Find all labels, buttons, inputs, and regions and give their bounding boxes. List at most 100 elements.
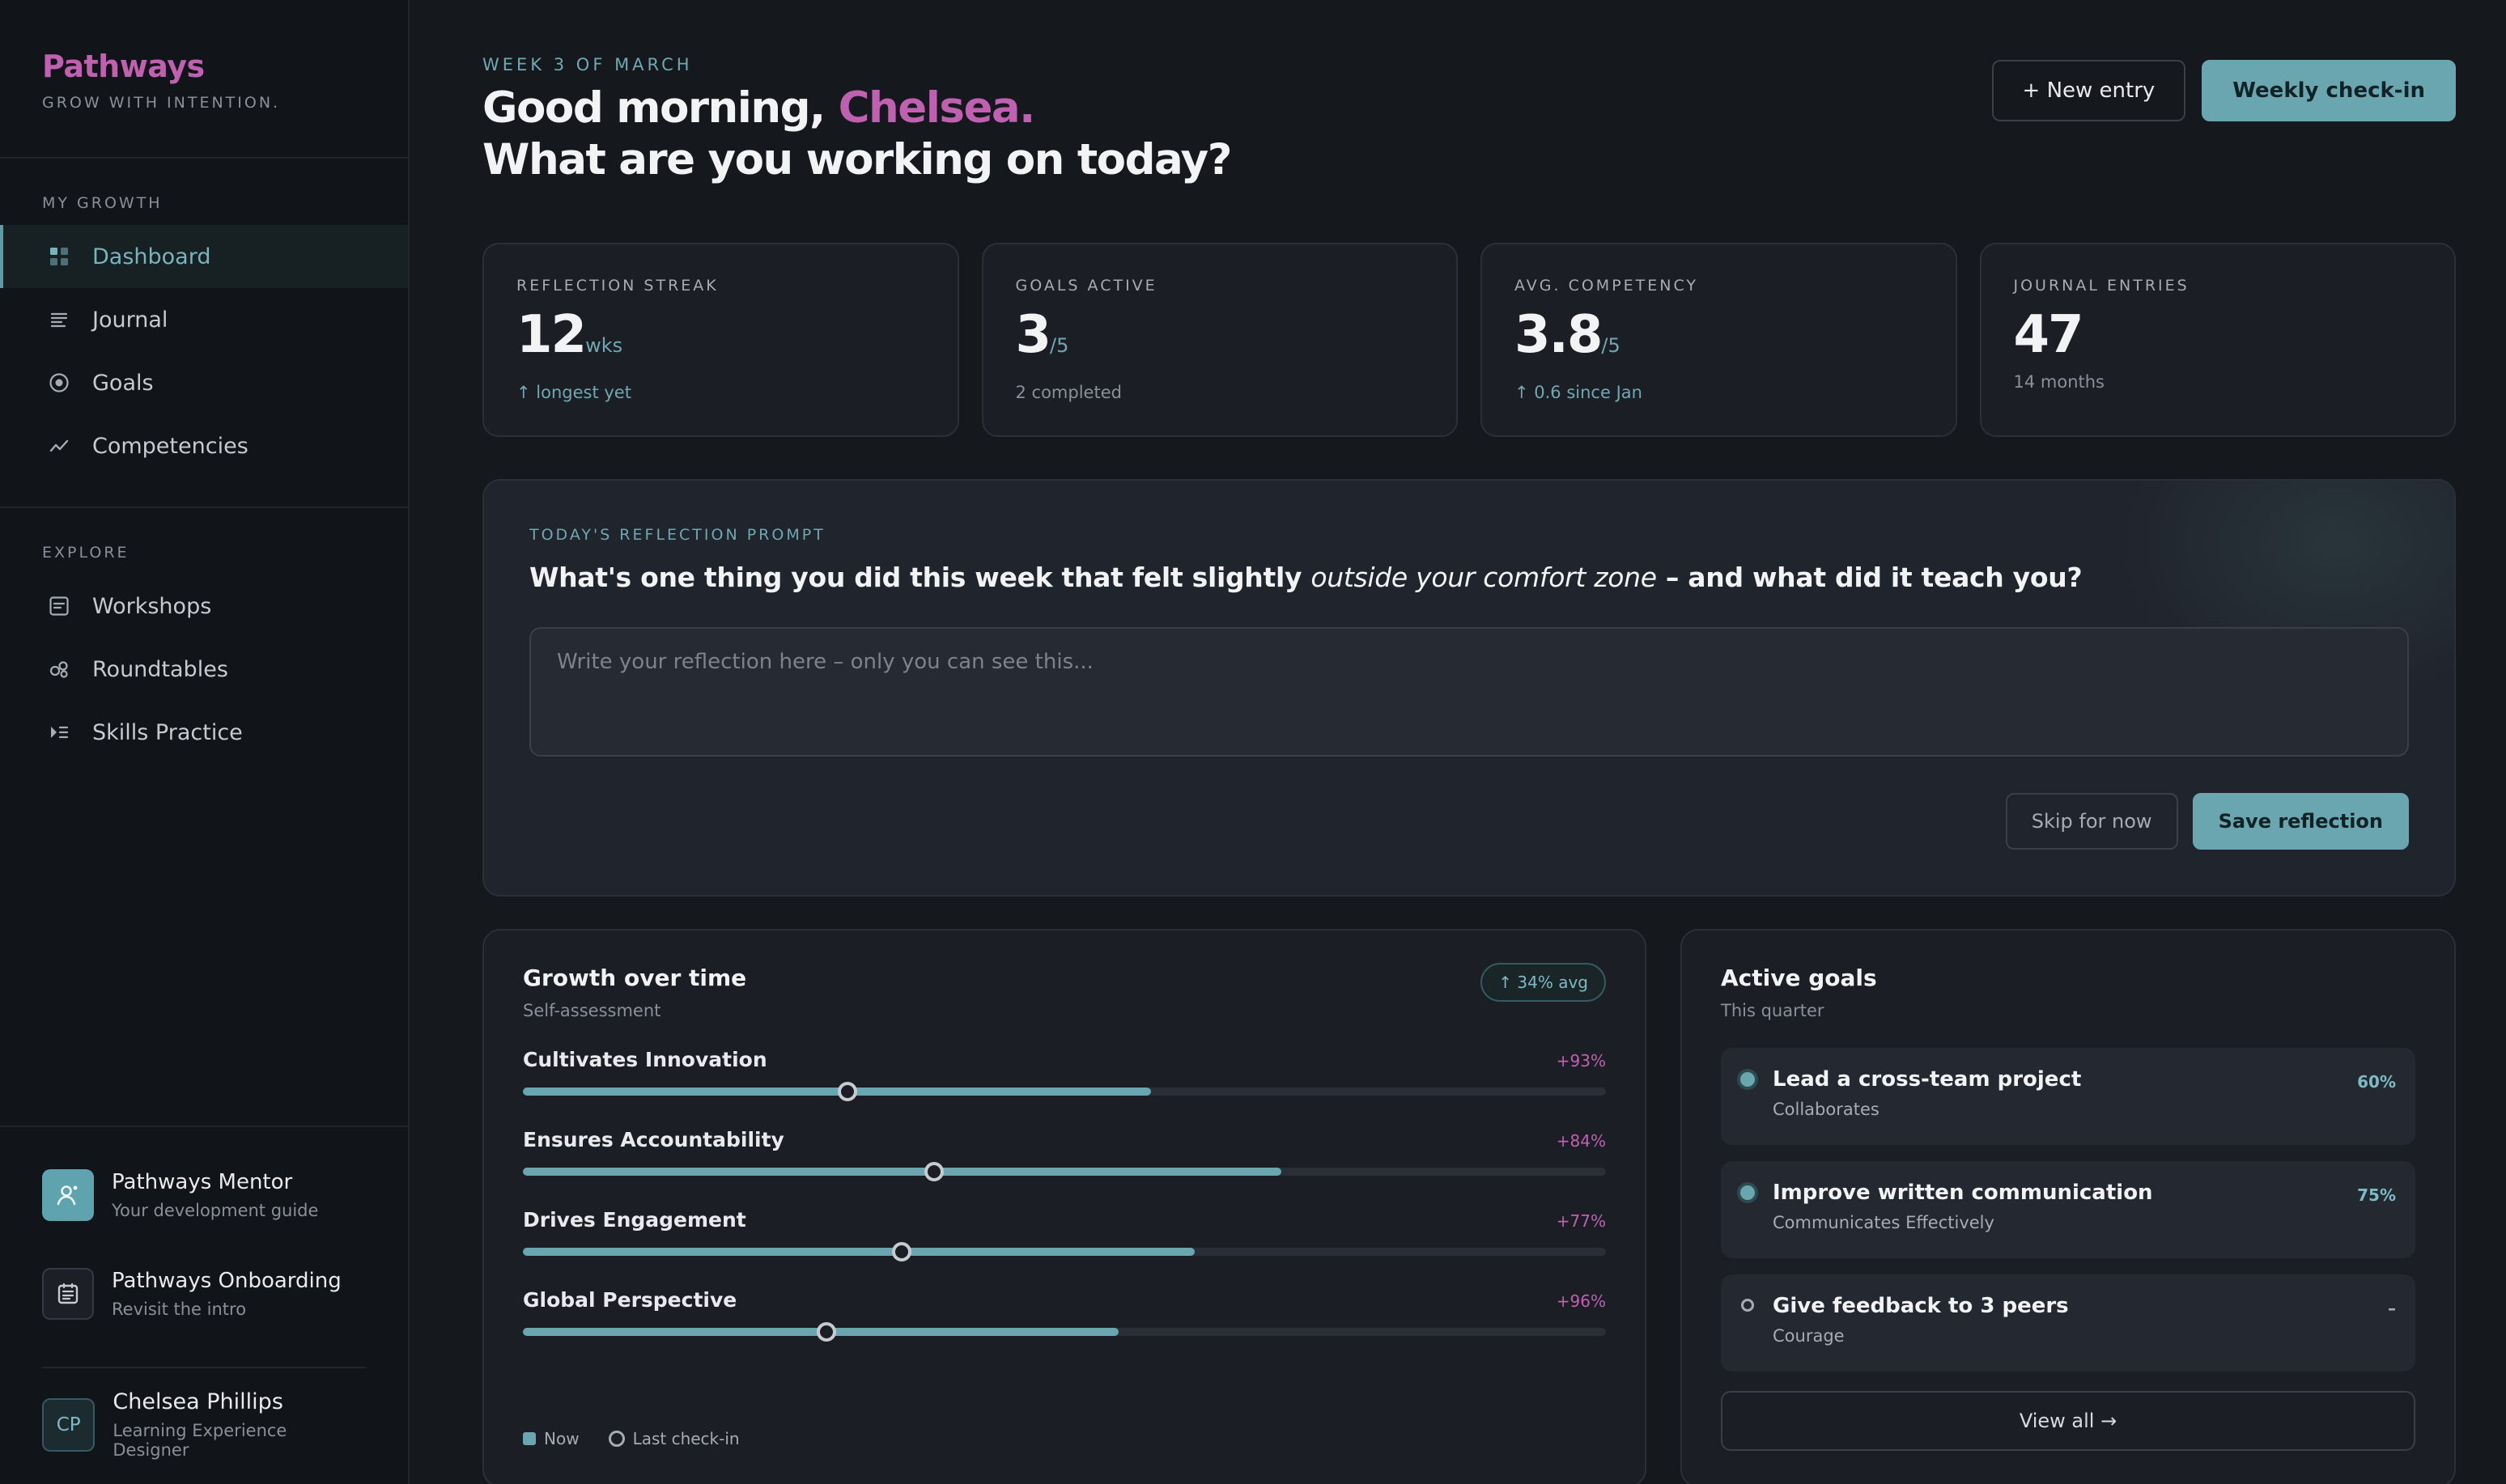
goal-list: Lead a cross-team project Collaborates 6… <box>1721 1048 2415 1372</box>
reflection-prompt-card: TODAY'S REFLECTION PROMPT What's one thi… <box>482 479 2456 897</box>
stat-subtext: 2 completed <box>1015 383 1122 402</box>
bottom-row: Growth over time Self-assessment ↑ 34% a… <box>482 929 2456 1484</box>
stat-label: REFLECTION STREAK <box>516 277 719 295</box>
sidebar-item-goals[interactable]: Goals <box>0 351 408 414</box>
competency-track <box>523 1162 1606 1181</box>
competency-row: Global Perspective +96% <box>523 1288 1606 1342</box>
roundtable-icon <box>47 657 71 681</box>
goal-progress: 75% <box>2357 1185 2396 1205</box>
mentor-card[interactable]: Pathways Mentor Your development guide <box>42 1169 366 1221</box>
competency-delta: +96% <box>1556 1291 1606 1311</box>
onboarding-icon <box>42 1268 94 1320</box>
competency-now-bar <box>523 1088 1152 1096</box>
competency-track <box>523 1322 1606 1342</box>
growth-panel: Growth over time Self-assessment ↑ 34% a… <box>482 929 1646 1484</box>
stat-value: 3.8/5 <box>1514 306 1923 375</box>
prompt-question: What's one thing you did this week that … <box>529 562 2409 593</box>
goal-status-dot-icon <box>1740 1185 1755 1200</box>
header-actions: + New entry Weekly check-in <box>1991 60 2456 121</box>
practice-icon <box>47 720 71 744</box>
save-reflection-button[interactable]: Save reflection <box>2192 793 2409 850</box>
onboarding-subtitle: Revisit the intro <box>112 1300 247 1319</box>
mentor-card-text: Pathways Mentor Your development guide <box>112 1170 318 1220</box>
competency-name: Global Perspective <box>523 1288 737 1312</box>
sidebar-item-dashboard[interactable]: Dashboard <box>0 225 408 288</box>
reflection-input[interactable] <box>529 627 2409 757</box>
trend-icon <box>47 434 71 458</box>
stat-unit: /5 <box>1601 334 1620 357</box>
stat-number: 47 <box>2013 305 2084 365</box>
stat-card-reflection-streak: REFLECTION STREAK 12wks ↑ longest yet <box>482 243 959 437</box>
target-icon <box>47 371 71 395</box>
nav-section-my-growth: MY GROWTH Dashboard Journal Goals <box>0 159 408 508</box>
sidebar-item-roundtables[interactable]: Roundtables <box>0 638 408 701</box>
sidebar-item-label: Goals <box>92 370 154 396</box>
goal-competency: Communicates Effectively <box>1773 1213 1994 1232</box>
nav-section-explore: EXPLORE Workshops Roundtables Skills Pra… <box>0 508 408 793</box>
last-checkin-marker <box>838 1082 858 1101</box>
onboarding-card[interactable]: Pathways Onboarding Revisit the intro <box>42 1268 366 1320</box>
competency-delta: +77% <box>1556 1211 1606 1231</box>
competency-name: Ensures Accountability <box>523 1128 784 1151</box>
now-swatch-icon <box>523 1432 536 1445</box>
page-title: Good morning, Chelsea. What are you work… <box>482 83 1232 186</box>
sidebar-item-label: Dashboard <box>92 244 211 269</box>
competency-row: Cultivates Innovation +93% <box>523 1048 1606 1101</box>
sidebar-item-workshops[interactable]: Workshops <box>0 575 408 638</box>
legend-last: Last check-in <box>632 1429 740 1448</box>
competency-delta: +84% <box>1556 1131 1606 1151</box>
stat-value: 3/5 <box>1016 306 1425 375</box>
prompt-label: TODAY'S REFLECTION PROMPT <box>529 526 826 544</box>
main-content: WEEK 3 OF MARCH Good morning, Chelsea. W… <box>410 0 2506 1484</box>
goal-item[interactable]: Lead a cross-team project Collaborates 6… <box>1721 1048 2415 1145</box>
greeting-text: Good morning, <box>482 83 826 133</box>
new-entry-button[interactable]: + New entry <box>1991 60 2186 121</box>
onboarding-title: Pathways Onboarding <box>112 1269 342 1293</box>
legend-now: Now <box>544 1429 580 1448</box>
sidebar-item-label: Skills Practice <box>92 719 243 745</box>
sidebar-item-journal[interactable]: Journal <box>0 288 408 351</box>
last-checkin-marker <box>816 1322 836 1342</box>
goal-competency: Collaborates <box>1773 1100 1880 1119</box>
user-name: Chelsea Phillips <box>113 1389 283 1414</box>
stat-label: GOALS ACTIVE <box>1015 277 1157 295</box>
sidebar-item-label: Workshops <box>92 593 212 619</box>
onboarding-card-text: Pathways Onboarding Revisit the intro <box>112 1269 342 1319</box>
week-label: WEEK 3 OF MARCH <box>482 55 693 74</box>
competency-delta: +93% <box>1556 1051 1606 1071</box>
nav-heading-my-growth: MY GROWTH <box>42 194 163 212</box>
stat-label: AVG. COMPETENCY <box>1514 277 1699 295</box>
stat-number: 12 <box>516 305 587 365</box>
sidebar-item-competencies[interactable]: Competencies <box>0 414 408 477</box>
last-checkin-marker <box>924 1162 945 1181</box>
stat-label: JOURNAL ENTRIES <box>2013 277 2190 295</box>
competency-list: Cultivates Innovation +93% Ensures Accoun… <box>523 1048 1606 1342</box>
goal-progress: 60% <box>2357 1072 2396 1092</box>
goals-title: Active goals <box>1721 965 1877 991</box>
stat-number: 3 <box>1015 305 1052 365</box>
goal-title: Improve written communication <box>1773 1181 2153 1205</box>
greeting-name: Chelsea. <box>838 83 1036 133</box>
grid-icon <box>47 244 71 269</box>
weekly-checkin-button[interactable]: Weekly check-in <box>2202 60 2456 121</box>
mentor-title: Pathways Mentor <box>112 1170 293 1194</box>
brand-name[interactable]: Pathways <box>42 49 205 84</box>
view-all-goals-button[interactable]: View all → <box>1721 1391 2415 1451</box>
stat-unit: wks <box>585 334 623 357</box>
goal-item[interactable]: Give feedback to 3 peers Courage – <box>1721 1274 2415 1372</box>
skip-button[interactable]: Skip for now <box>2005 793 2178 850</box>
goal-item[interactable]: Improve written communication Communicat… <box>1721 1161 2415 1258</box>
sidebar-item-label: Competencies <box>92 433 248 459</box>
goal-title: Give feedback to 3 peers <box>1773 1294 2069 1318</box>
avg-growth-badge: ↑ 34% avg <box>1480 963 1606 1002</box>
stat-value: 12wks <box>516 306 925 375</box>
avatar: CP <box>42 1397 96 1452</box>
competency-name: Drives Engagement <box>523 1208 746 1232</box>
prompt-question-end: – and what did it teach you? <box>1656 562 2083 593</box>
user-profile[interactable]: CP Chelsea Phillips Learning Experience … <box>42 1367 366 1460</box>
sidebar-item-skills-practice[interactable]: Skills Practice <box>0 701 408 764</box>
mentor-icon <box>42 1169 94 1221</box>
competency-name: Cultivates Innovation <box>523 1048 767 1071</box>
sidebar-bottom: Pathways Mentor Your development guide P… <box>0 1126 408 1484</box>
